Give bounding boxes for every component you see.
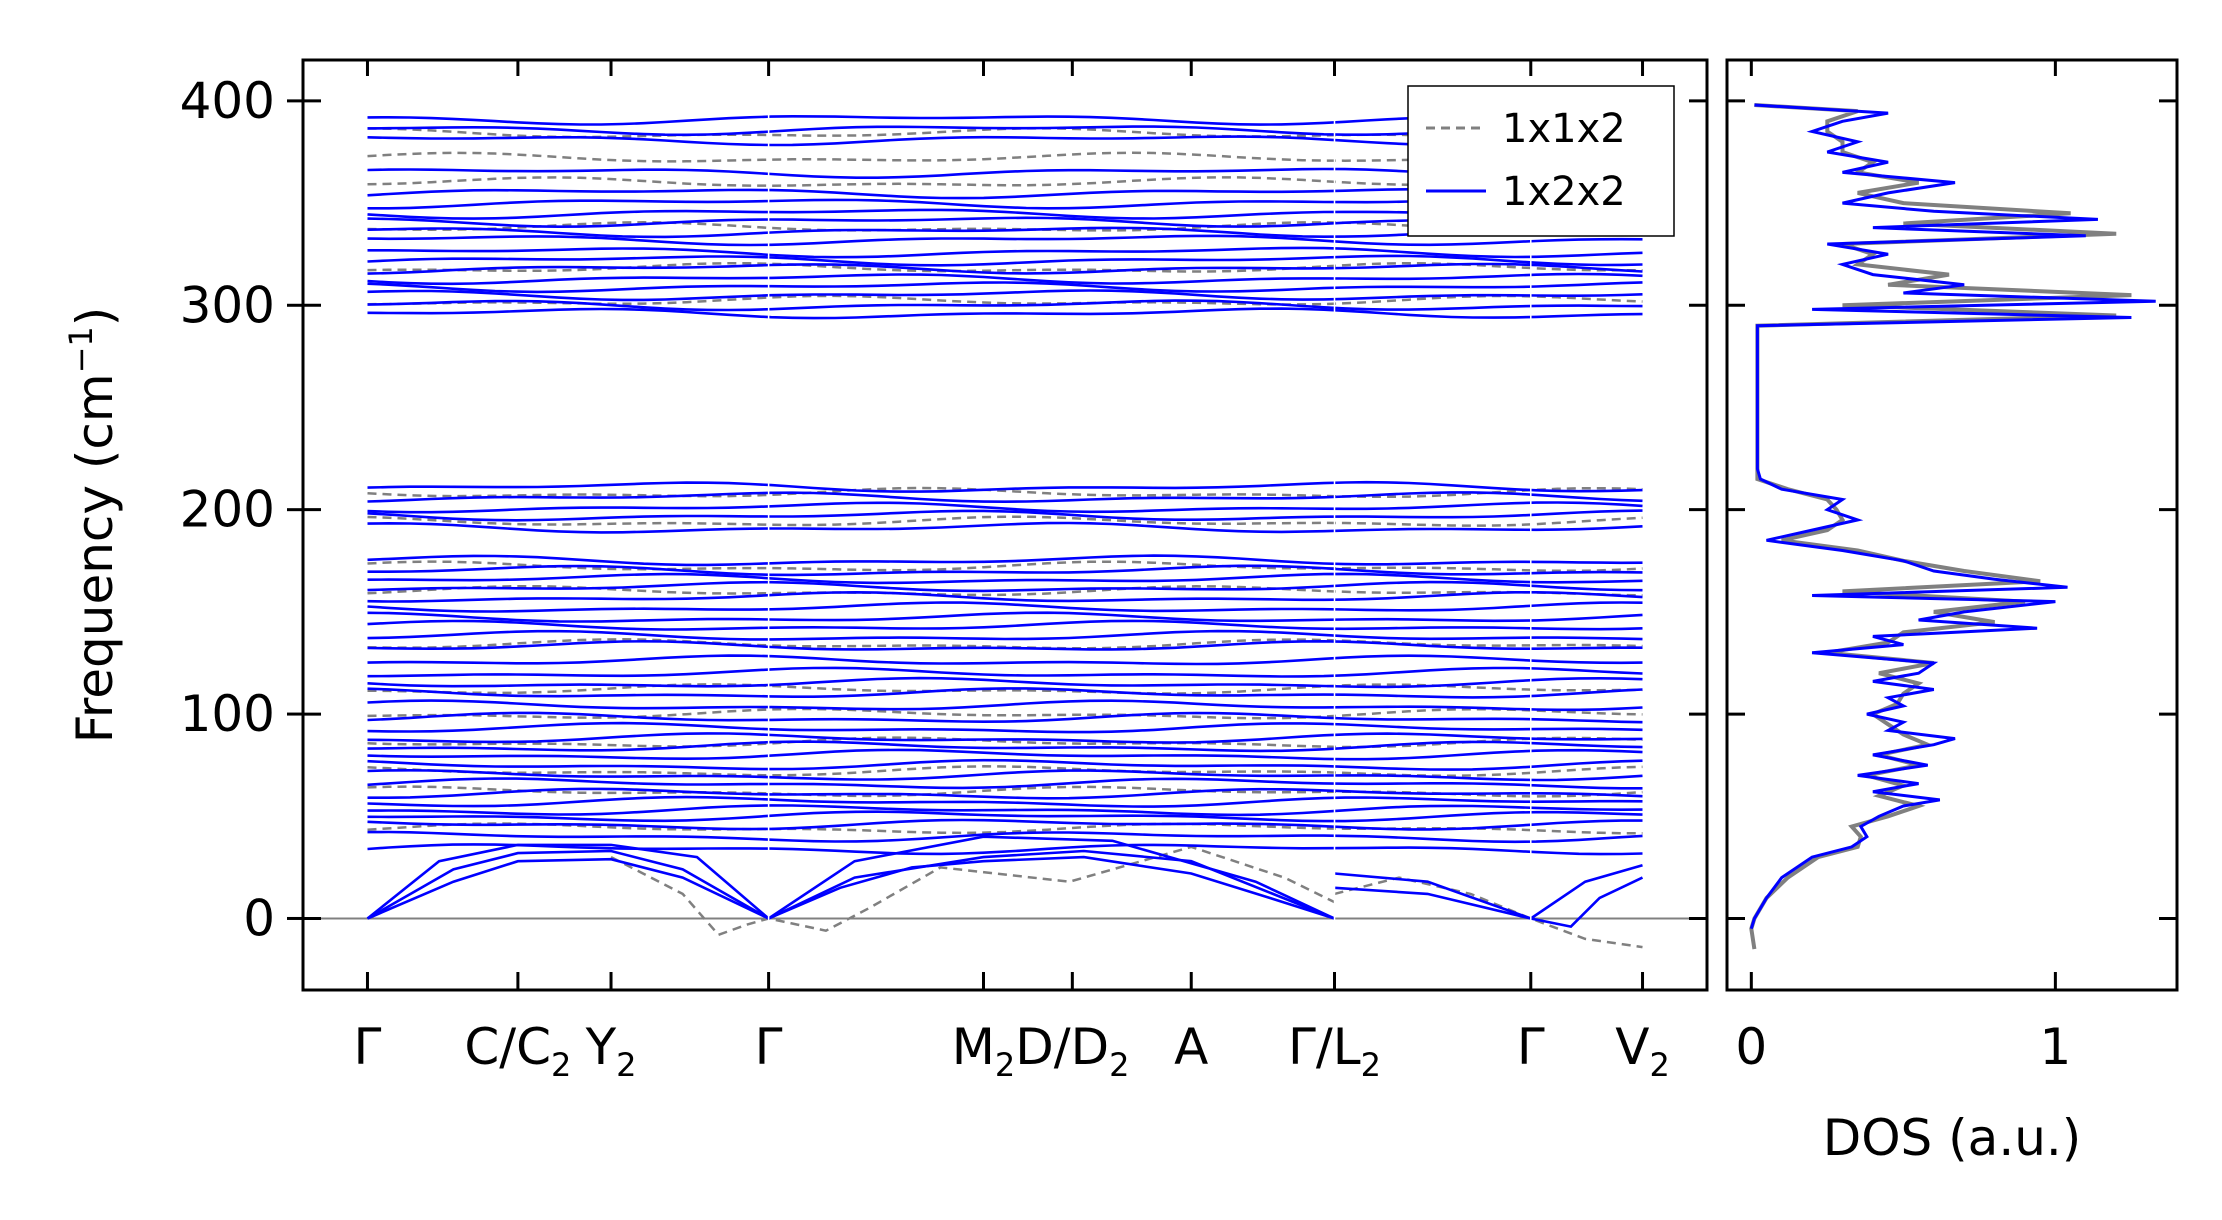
frequency-tick-label: 0 [243,889,275,947]
band-1x1x2 [367,822,1643,835]
high-symmetry-label: M2 [952,1018,1016,1084]
band-1x1x2 [367,785,1643,798]
legend: 1x1x2 1x2x2 [1407,85,1675,237]
band-1x2x2 [367,572,1643,585]
band-1x2x2 [367,281,1643,294]
dos-plot-frame [1725,58,2179,992]
legend-label-1x1x2: 1x1x2 [1502,106,1626,152]
band-1x2x2 [367,740,1643,753]
band-1x2x2 [367,619,1643,631]
acoustic-band-1x2x2 [1334,876,1644,929]
band-1x2x2 [367,830,1643,844]
band-1x1x2 [367,176,1643,187]
band-1x1x2 [367,707,1643,720]
legend-label-1x2x2: 1x2x2 [1502,169,1626,215]
band-1x2x2 [367,629,1643,641]
dos-tick-label: 0 [1735,1018,1767,1076]
band-1x1x2 [367,765,1643,778]
band-1x1x2 [367,515,1643,527]
band-1x2x2 [367,590,1643,603]
band-1x1x2 [367,683,1643,695]
band-1x2x2 [367,272,1643,286]
band-1x2x2 [367,843,1643,856]
frequency-tick-label: 400 [180,72,275,130]
band-1x2x2 [367,810,1643,823]
acoustic-band-1x1x2 [1334,876,1643,949]
band-1x2x2 [367,711,1643,724]
high-symmetry-label: D/D2 [1015,1018,1129,1084]
high-symmetry-label: V2 [1615,1018,1670,1084]
band-1x2x2 [367,699,1643,712]
band-1x2x2 [367,777,1643,790]
band-1x1x2 [367,261,1643,273]
band-1x2x2 [367,804,1643,817]
band-1x2x2 [367,611,1643,623]
acoustic-band-1x2x2 [366,835,1336,921]
high-symmetry-label: C/C2 [464,1018,571,1084]
band-1x2x2 [367,501,1643,514]
band-1x2x2 [367,795,1643,808]
high-symmetry-label: Γ [1517,1018,1545,1076]
high-symmetry-label: Γ [354,1018,382,1076]
band-1x2x2 [367,758,1643,771]
band-plot-frame [301,58,1709,992]
band-1x2x2 [367,787,1643,800]
band-1x2x2 [367,768,1643,782]
frequency-axis-label: Frequency (cm−1) [62,307,124,744]
band-1x2x2 [367,246,1643,259]
band-1x1x2 [367,151,1643,163]
band-1x2x2 [367,509,1643,522]
band-1x1x2 [367,486,1643,499]
band-1x2x2 [367,254,1643,267]
dos-axis-label: DOS (a.u.) [1823,1109,2082,1167]
band-1x2x2 [367,666,1643,678]
band-1x2x2 [367,480,1643,493]
band-1x2x2 [367,601,1643,613]
frequency-tick-label: 300 [180,276,275,334]
band-1x2x2 [367,687,1643,699]
frequency-tick-label: 200 [180,481,275,539]
dos-curve-1x2x2 [1749,103,2156,930]
band-1x2x2 [367,818,1643,831]
band-1x2x2 [367,234,1643,247]
band-1x2x2 [367,521,1643,534]
high-symmetry-label: Γ/L2 [1288,1018,1381,1084]
main-bands-1x2x2 [366,114,1644,929]
dos-curve-1x1x2 [1749,103,2132,950]
acoustic-band-1x1x2 [610,845,1336,937]
band-1x2x2 [367,262,1643,275]
band-1x2x2 [367,299,1643,312]
band-1x1x2 [367,736,1643,749]
band-1x2x2 [367,289,1643,302]
band-1x2x2 [367,748,1643,761]
band-1x2x2 [367,676,1643,689]
high-symmetry-label: Γ [755,1018,783,1076]
band-1x2x2 [367,721,1643,734]
frequency-axis: 0 100 200 300 400 [180,72,1707,947]
band-1x2x2 [367,654,1643,666]
band-1x2x2 [367,307,1643,320]
dos-frequency-ticks [1727,99,2177,920]
band-1x2x2 [367,554,1643,567]
band-1x1x2 [367,560,1643,573]
band-1x2x2 [367,491,1643,504]
band-structure-panel: 0 100 200 300 400 Γ C/C2 Y2 Γ M2 D/D2 A Γ/L2 Γ V2 Fre… [62,58,1709,1084]
high-symmetry-label: Y2 [585,1018,637,1084]
frequency-tick-label: 100 [180,685,275,743]
dos-tick-label: 1 [2039,1018,2071,1076]
high-symmetry-label: A [1174,1018,1208,1076]
band-1x2x2 [367,639,1643,651]
band-1x2x2 [367,732,1643,744]
band-1x2x2 [367,580,1643,593]
legend-box [1407,85,1675,237]
acoustic-band-1x2x2 [366,855,1335,920]
band-1x2x2 [367,564,1643,577]
